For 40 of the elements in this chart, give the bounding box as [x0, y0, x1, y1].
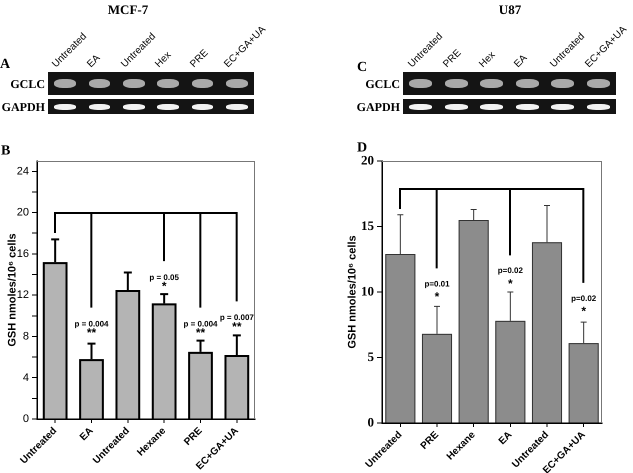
annotation: *	[434, 290, 440, 304]
y-tick-label: 5	[368, 348, 374, 364]
category-label: GCLC	[365, 76, 400, 90]
category-label: EA	[84, 52, 102, 70]
y-tick-label: 15	[361, 218, 374, 233]
annotation: *	[162, 279, 167, 294]
text: A	[0, 57, 10, 72]
x-tick-label: EA	[496, 430, 514, 448]
annotation: p = 0.004	[183, 319, 218, 328]
text: B	[1, 144, 10, 159]
annotation: p = 0.004	[74, 319, 110, 328]
x-tick-label: EA	[78, 426, 96, 444]
text: U87	[498, 2, 522, 17]
category-label: GAPDH	[2, 100, 45, 114]
y-axis-title: GSH nmoles/10⁶ cells	[6, 233, 19, 347]
annotation: p=0.02	[498, 266, 524, 276]
y-axis-title: GSH nmoles/10⁶ cells	[346, 235, 359, 349]
y-tick-label: 24	[16, 165, 29, 178]
y-tick-label: 10	[361, 283, 374, 298]
annotation: *	[508, 276, 513, 290]
y-tick-label: 0	[22, 413, 29, 426]
y-tick-label: 12	[16, 289, 29, 302]
y-tick-label: 20	[16, 206, 29, 219]
annotation: p = 0.05	[149, 272, 180, 282]
annotation: **	[196, 326, 206, 340]
y-tick-label: 4	[22, 372, 29, 384]
y-tick-label: 16	[16, 248, 29, 260]
annotation: p=0.01	[424, 279, 450, 288]
category-label: EA	[512, 52, 530, 70]
category-label: GCLC	[10, 76, 45, 90]
annotation: p=0.02	[571, 294, 597, 303]
category-label: Hex	[476, 50, 498, 70]
annotation: **	[86, 326, 96, 340]
text: C	[357, 60, 368, 75]
text: MCF-7	[108, 2, 148, 17]
category-label: Hex	[153, 50, 174, 70]
category-label: GAPDH	[356, 100, 400, 114]
y-tick-label: 8	[22, 330, 29, 342]
y-tick-label: 0	[368, 414, 374, 430]
annotation: *	[581, 304, 586, 318]
